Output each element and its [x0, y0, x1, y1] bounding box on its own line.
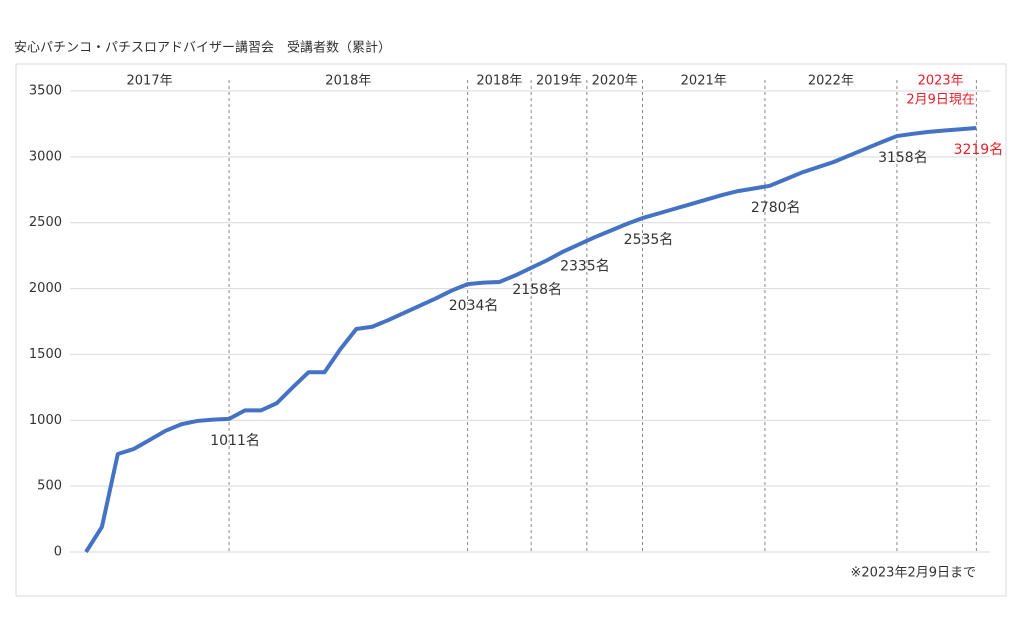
period-label: 2018年 [476, 74, 522, 89]
data-label: 3219名 [954, 142, 1004, 158]
y-tick-label: 2500 [29, 215, 62, 230]
data-label: 2034名 [449, 298, 499, 314]
period-label: 2017年 [127, 74, 173, 89]
period-label: 2月9日現在 [906, 93, 975, 108]
data-label: 2335名 [560, 258, 610, 274]
y-tick-label: 1000 [29, 413, 62, 428]
chart-frame [15, 63, 1007, 597]
period-label: 2020年 [592, 74, 638, 89]
y-tick-label: 2000 [29, 281, 62, 296]
y-tick-label: 1500 [29, 347, 62, 362]
line [84, 126, 977, 554]
period-label: 2019年 [536, 74, 582, 89]
data-label: 2780名 [751, 200, 801, 216]
period-label: 2021年 [681, 74, 727, 89]
chart-title: 安心パチンコ・パチスロアドバイザー講習会 受講者数（累計） [14, 40, 391, 56]
y-tick-label: 3500 [29, 84, 62, 99]
y-tick-label: 0 [54, 545, 62, 560]
data-label: 1011名 [210, 433, 260, 449]
period-label: 2022年 [808, 74, 854, 89]
period-label: 2018年 [325, 74, 371, 89]
period-label: 2023年 [918, 74, 964, 89]
data-label: 3158名 [878, 150, 928, 166]
data-label: 2158名 [512, 282, 562, 298]
y-tick-label: 500 [37, 479, 62, 494]
y-tick-label: 3000 [29, 149, 62, 164]
note: ※2023年2月9日まで [850, 566, 976, 581]
data-label: 2535名 [624, 232, 674, 248]
